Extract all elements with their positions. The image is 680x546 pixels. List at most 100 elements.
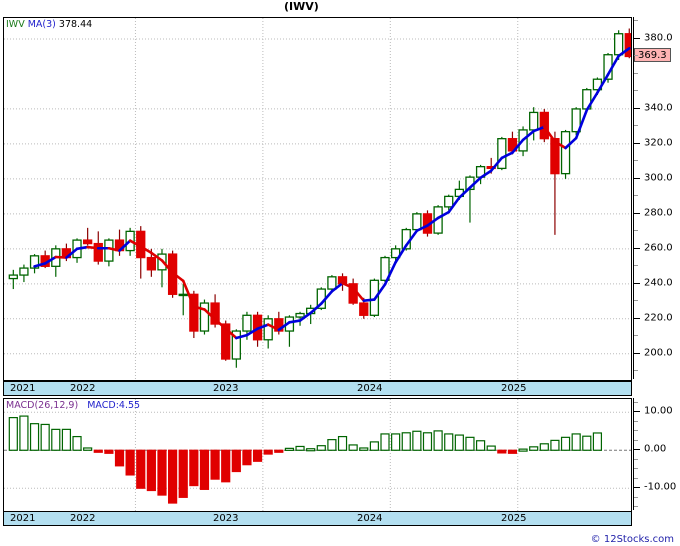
macd-bar-negative	[231, 449, 241, 473]
price-axis-label: 200.0	[644, 347, 673, 359]
ma-line-segment	[468, 176, 482, 189]
ma-line-segment	[298, 311, 312, 322]
price-axis-minor-tick	[634, 230, 638, 232]
candle-body-up	[380, 256, 390, 281]
macd-axis-minor-tick	[634, 506, 638, 508]
ma-line-segment	[373, 283, 387, 301]
candle-body-down	[221, 323, 231, 360]
price-axis-tick	[634, 282, 640, 284]
ma-line-segment	[235, 333, 249, 340]
price-axis-label: 240.0	[644, 277, 673, 289]
macd-axis-minor-tick	[634, 430, 638, 432]
macd-axis-minor-tick	[634, 458, 638, 460]
ma-line-segment	[86, 245, 100, 250]
macd-bar-positive	[284, 447, 295, 451]
candlestick	[210, 294, 220, 328]
candle-body-up	[571, 108, 581, 133]
ma-line-segment	[224, 327, 238, 340]
ma-line-segment	[330, 281, 344, 293]
macd-bar-positive	[327, 439, 337, 451]
candle-body-up	[19, 267, 29, 276]
ma-line-segment	[288, 319, 302, 324]
candle-body-up	[104, 239, 114, 262]
candle-body-up	[29, 255, 40, 269]
macd-bar-positive	[465, 436, 475, 451]
candlestick	[199, 299, 210, 335]
x-axis-year-label: 2025	[501, 383, 527, 394]
price-axis-tick	[634, 212, 640, 214]
price-axis-tick	[634, 37, 640, 39]
ma-line-segment	[606, 54, 620, 76]
candle-body-down	[93, 242, 103, 262]
macd-bar-positive	[51, 428, 61, 451]
macd-bar-negative	[221, 449, 231, 483]
candle-body-up	[444, 195, 454, 208]
candle-body-up	[412, 213, 422, 231]
macd-axis-minor-tick	[634, 477, 638, 479]
macd-bar-positive	[61, 428, 72, 451]
price-axis-label: 280.0	[644, 207, 673, 219]
candlestick	[157, 248, 167, 288]
ma-line-segment	[203, 308, 217, 321]
macd-axis-label: -10.00	[644, 481, 677, 493]
ma-line-segment	[532, 125, 546, 133]
ma-line-segment	[309, 302, 323, 315]
macd-bar-positive	[306, 448, 316, 452]
x-axis-year-label: 2021	[10, 383, 36, 394]
price-legend: IWV MA(3) 378.44	[6, 19, 92, 30]
price-axis-minor-tick	[634, 90, 638, 92]
candlestick	[51, 245, 61, 277]
candlestick	[104, 238, 114, 267]
macd-bar-positive	[582, 435, 592, 451]
price-axis-tick	[634, 107, 640, 109]
x-axis-year-label: 2021	[10, 513, 36, 524]
candlestick	[295, 311, 305, 326]
macd-bar-positive	[444, 433, 454, 451]
macd-bar-negative	[497, 449, 507, 454]
ma-line-segment	[574, 108, 589, 140]
macd-axis-tick	[634, 411, 640, 413]
ma-line-segment	[415, 224, 429, 233]
ma-line-segment	[404, 229, 419, 247]
candlestick	[465, 175, 475, 223]
candle-body-up	[560, 131, 571, 175]
macd-axis: 10.00 0.00 -10.00	[634, 398, 680, 512]
macd-bar-negative	[210, 449, 220, 480]
macd-indicator-label: MACD(26,12,9)	[6, 400, 79, 411]
candlestick	[550, 131, 560, 235]
macd-bar-negative	[252, 449, 263, 462]
ma-line-segment	[171, 271, 185, 283]
macd-chart-panel	[3, 398, 632, 512]
macd-bar-positive	[412, 430, 422, 451]
macd-bar-negative	[157, 449, 167, 496]
x-axis-year-label: 2022	[70, 383, 96, 394]
candle-body-up	[231, 330, 241, 360]
ma-line-segment	[107, 246, 121, 252]
candle-body-down	[359, 302, 369, 316]
price-axis-minor-tick	[634, 195, 638, 197]
candlestick	[136, 226, 146, 279]
macd-bar-positive	[8, 417, 18, 451]
ma-line-segment	[383, 260, 397, 286]
macd-legend: MACD(26,12,9) MACD:4.55	[6, 400, 140, 411]
candle-body-down	[550, 138, 560, 175]
macd-axis-minor-tick	[634, 496, 638, 498]
macd-bar-positive	[529, 446, 539, 451]
price-axis-minor-tick	[634, 335, 638, 337]
candle-body-up	[529, 111, 539, 131]
macd-plot	[4, 399, 631, 511]
price-axis-label: 340.0	[644, 102, 673, 114]
candle-body-up	[614, 33, 624, 56]
macd-axis-minor-tick	[634, 420, 638, 422]
macd-axis-line	[633, 398, 634, 510]
macd-bar-positive	[592, 432, 603, 451]
candle-body-up	[242, 314, 252, 332]
candlestick	[444, 194, 454, 211]
macd-bar-negative	[507, 449, 518, 454]
ma-line-segment	[617, 47, 631, 58]
candle-body-up	[8, 274, 18, 280]
macd-bar-negative	[199, 449, 210, 490]
price-axis-label: 380.0	[644, 32, 673, 44]
ma-line-segment	[319, 290, 334, 305]
candlestick	[539, 108, 549, 143]
